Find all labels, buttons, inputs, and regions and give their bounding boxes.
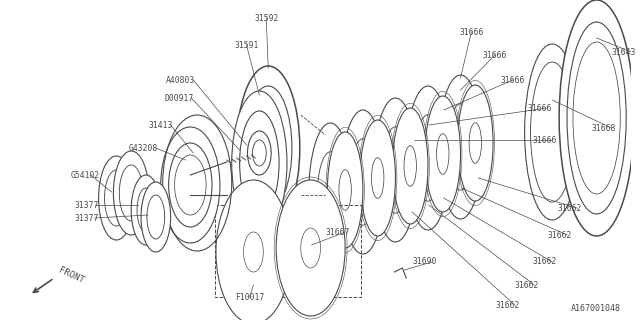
Ellipse shape <box>276 180 345 316</box>
Ellipse shape <box>232 91 287 235</box>
Ellipse shape <box>559 0 634 236</box>
Ellipse shape <box>439 75 482 219</box>
Text: 31668: 31668 <box>591 124 616 132</box>
Ellipse shape <box>406 86 450 230</box>
Ellipse shape <box>341 110 385 254</box>
Ellipse shape <box>328 132 363 248</box>
Ellipse shape <box>525 44 580 220</box>
Text: A167001048: A167001048 <box>572 304 621 313</box>
Text: 31666: 31666 <box>483 51 508 60</box>
Ellipse shape <box>216 180 291 320</box>
Ellipse shape <box>425 96 461 212</box>
Text: FRONT: FRONT <box>57 265 85 285</box>
Text: A40803: A40803 <box>166 76 195 84</box>
Text: 31377: 31377 <box>75 201 99 210</box>
Ellipse shape <box>248 131 271 175</box>
Ellipse shape <box>392 108 428 224</box>
Text: 31662: 31662 <box>557 204 582 212</box>
Ellipse shape <box>141 182 171 252</box>
Text: 31690: 31690 <box>412 258 436 267</box>
Text: 31666: 31666 <box>532 135 557 145</box>
Bar <box>215 205 361 297</box>
Ellipse shape <box>237 66 300 230</box>
Text: G54102: G54102 <box>71 171 100 180</box>
Text: 31662: 31662 <box>532 258 557 267</box>
Ellipse shape <box>458 85 493 201</box>
Text: G43208: G43208 <box>129 143 158 153</box>
Ellipse shape <box>99 156 134 240</box>
Text: D00917: D00917 <box>164 93 193 102</box>
Text: 31413: 31413 <box>148 121 173 130</box>
Ellipse shape <box>360 120 396 236</box>
Text: 31377: 31377 <box>75 213 99 222</box>
Text: 31662: 31662 <box>495 300 520 309</box>
Ellipse shape <box>113 151 149 235</box>
Text: 31662: 31662 <box>547 230 572 239</box>
Text: 31643: 31643 <box>611 47 636 57</box>
Text: 31666: 31666 <box>527 103 552 113</box>
Text: F10017: F10017 <box>235 292 264 301</box>
Ellipse shape <box>308 123 352 267</box>
Text: 31667: 31667 <box>325 228 350 236</box>
Text: 31662: 31662 <box>515 281 539 290</box>
Ellipse shape <box>131 175 161 245</box>
Text: 31666: 31666 <box>459 28 484 36</box>
Text: 31591: 31591 <box>234 41 259 50</box>
Text: 31666: 31666 <box>500 76 525 84</box>
Ellipse shape <box>374 98 417 242</box>
Text: 31592: 31592 <box>254 13 278 22</box>
Ellipse shape <box>161 127 220 243</box>
